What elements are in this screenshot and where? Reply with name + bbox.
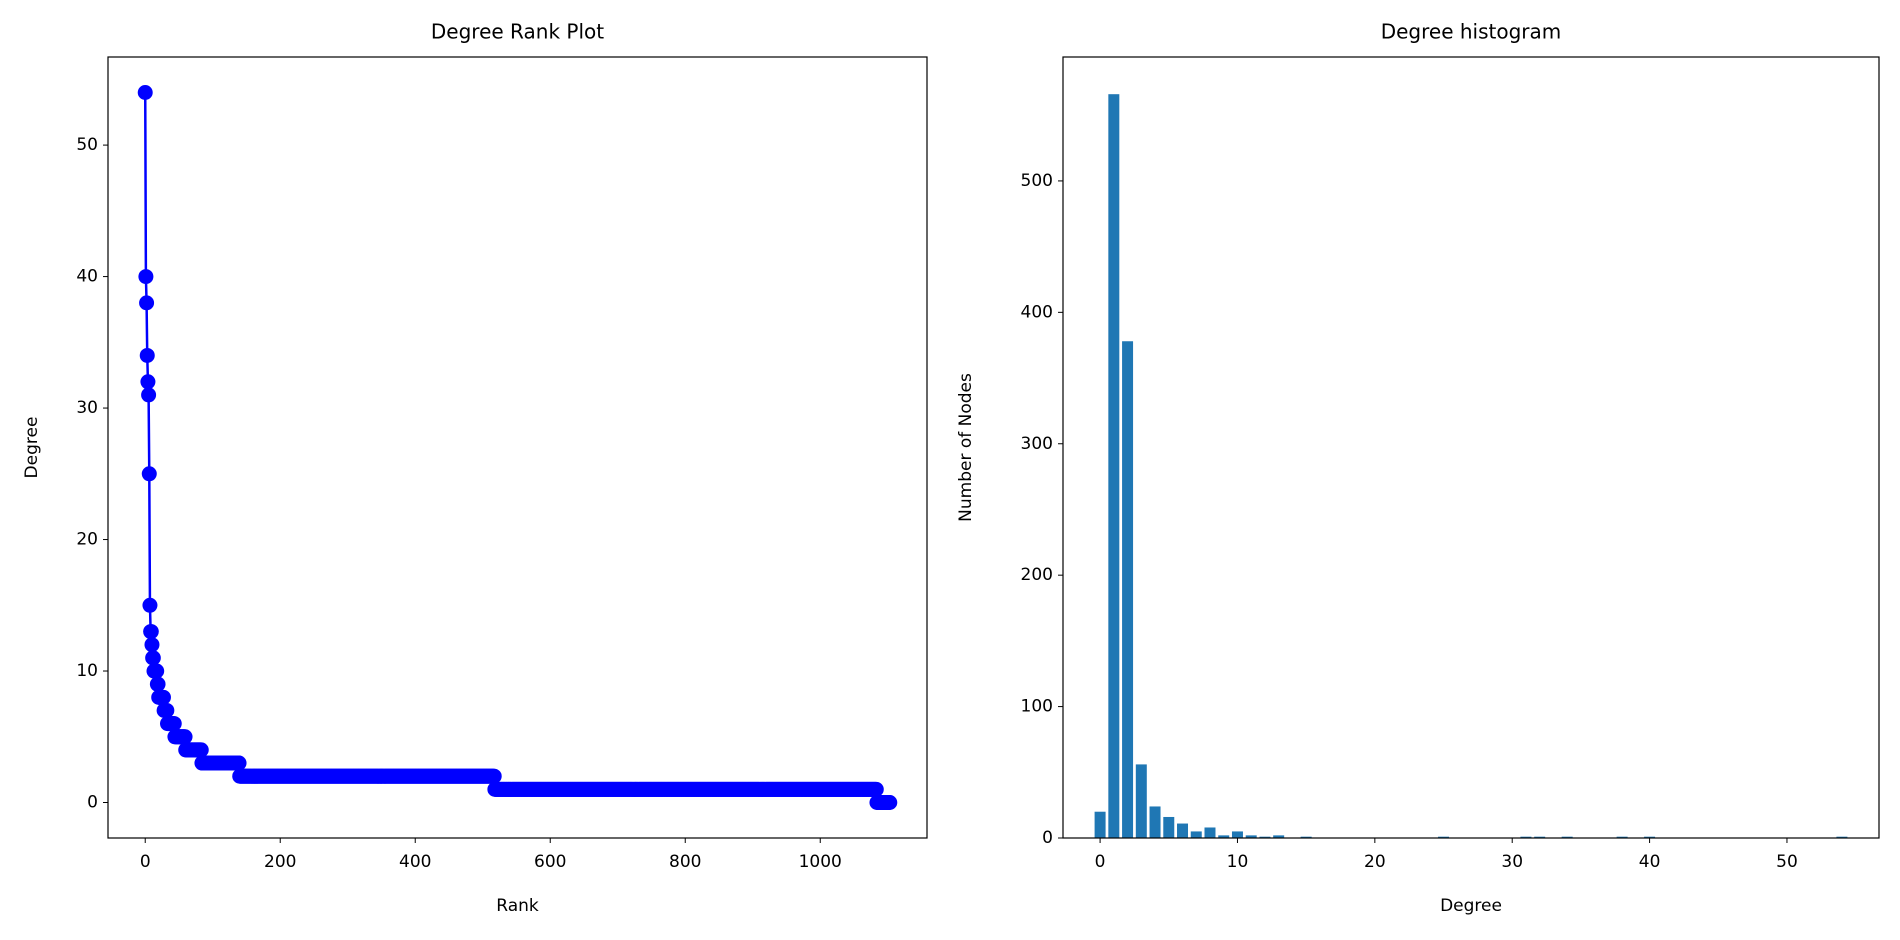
degree-marker (141, 387, 157, 403)
y-tick-label: 0 (87, 793, 98, 813)
x-axis-label: Rank (496, 896, 539, 916)
degree-marker (868, 781, 884, 797)
bar (1438, 836, 1450, 838)
x-tick-label: 10 (1227, 852, 1249, 872)
bar (1149, 806, 1161, 838)
degree-marker (149, 663, 165, 679)
degree-marker (150, 676, 166, 692)
x-tick-label: 0 (140, 852, 151, 872)
y-axis-label: Degree (22, 417, 42, 479)
x-tick-label: 400 (399, 852, 431, 872)
y-tick-label: 400 (1021, 302, 1053, 322)
degree-marker (138, 269, 154, 285)
y-axis-label: Number of Nodes (956, 373, 976, 522)
y-tick-label: 300 (1021, 434, 1053, 454)
bar (1836, 836, 1848, 838)
degree-marker (143, 624, 159, 640)
x-tick-label: 40 (1639, 852, 1661, 872)
axes-frame (1062, 56, 1880, 839)
bar (1644, 836, 1656, 838)
degree-marker (231, 755, 247, 771)
chart-title: Degree histogram (1381, 20, 1562, 44)
degree-marker (882, 795, 898, 810)
degree-marker (166, 716, 182, 732)
y-tick-label: 0 (1042, 828, 1053, 848)
degree-marker (141, 466, 157, 482)
chart-title: Degree Rank Plot (431, 20, 604, 44)
bar (1190, 831, 1202, 838)
x-tick-label: 30 (1501, 852, 1523, 872)
x-tick-label: 600 (534, 852, 566, 872)
x-tick-label: 20 (1364, 852, 1386, 872)
bar (1177, 823, 1189, 838)
y-tick-label: 40 (76, 267, 98, 287)
bar (1204, 827, 1216, 838)
degree-marker (139, 295, 155, 311)
x-tick-label: 200 (264, 852, 296, 872)
bar (1561, 836, 1573, 838)
y-tick-label: 100 (1021, 697, 1053, 717)
bar (1534, 836, 1546, 838)
bar (1094, 811, 1106, 838)
x-axis-label: Degree (1440, 896, 1502, 916)
bar (1231, 831, 1243, 838)
degree-marker (144, 637, 160, 653)
degree-marker (159, 702, 175, 718)
bar (1122, 341, 1134, 838)
axes-frame (107, 56, 928, 839)
y-tick-label: 50 (76, 135, 98, 155)
degree-marker (177, 729, 193, 745)
bar (1300, 836, 1312, 838)
y-tick-label: 30 (76, 398, 98, 418)
bar (1616, 836, 1628, 838)
bar (1520, 836, 1532, 838)
bar (1245, 835, 1257, 838)
x-tick-label: 800 (669, 852, 701, 872)
bar (1273, 835, 1285, 838)
y-tick-label: 10 (76, 661, 98, 681)
bar (1135, 764, 1147, 838)
x-tick-label: 1000 (799, 852, 842, 872)
degree-marker (142, 597, 158, 613)
degree-marker (193, 742, 209, 758)
y-tick-label: 20 (76, 530, 98, 550)
y-tick-label: 200 (1021, 565, 1053, 585)
degree-marker (145, 650, 161, 666)
degree-marker (137, 85, 153, 100)
degree-marker (139, 347, 155, 363)
bar (1218, 835, 1230, 838)
bar (1163, 816, 1175, 838)
x-tick-label: 0 (1095, 852, 1106, 872)
degree-marker (140, 374, 156, 390)
bar (1259, 836, 1271, 838)
bar (1108, 94, 1120, 838)
degree-marker (155, 689, 171, 705)
degree-marker (486, 768, 502, 784)
y-tick-label: 500 (1021, 171, 1053, 191)
x-tick-label: 50 (1776, 852, 1798, 872)
degree-line (143, 92, 890, 804)
